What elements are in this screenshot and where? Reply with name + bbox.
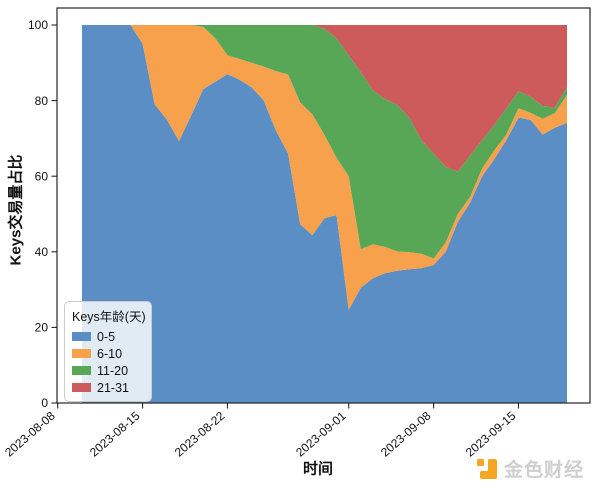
legend-title: Keys年龄(天) bbox=[72, 310, 146, 324]
logo-bar-horizontal bbox=[479, 470, 497, 479]
y-tick-label: 0 bbox=[41, 396, 48, 410]
legend-label: 6-10 bbox=[97, 346, 123, 361]
legend-swatch-21-31 bbox=[72, 383, 91, 392]
legend-item: 21-31 bbox=[72, 379, 144, 396]
area-11-20 bbox=[82, 25, 567, 259]
y-tick-label: 20 bbox=[35, 321, 49, 335]
plot-border bbox=[56, 7, 591, 404]
legend-label: 21-31 bbox=[97, 380, 129, 395]
y-tick-label: 60 bbox=[35, 169, 49, 183]
x-axis-title: 时间 bbox=[302, 460, 334, 478]
area-21-31 bbox=[82, 25, 567, 172]
x-tick-label: 2023-09-01 bbox=[293, 408, 349, 459]
watermark-text: 金色财经 bbox=[503, 460, 584, 481]
legend-item: 0-5 bbox=[72, 328, 144, 345]
legend-item: 11-20 bbox=[72, 362, 144, 379]
y-tick-label: 80 bbox=[35, 94, 49, 108]
legend-label: 11-20 bbox=[97, 363, 129, 378]
y-tick-label: 100 bbox=[28, 18, 48, 32]
legend-item: 6-10 bbox=[72, 345, 144, 362]
legend: Keys年龄(天) 0-5 6-10 11-20 21-31 bbox=[64, 301, 152, 402]
y-axis-title: Keys交易量占比 bbox=[7, 154, 25, 266]
area-0-5 bbox=[82, 25, 567, 403]
x-tick-label: 2023-08-22 bbox=[172, 408, 228, 459]
area-6-10 bbox=[82, 25, 567, 310]
watermark: 金色财经 bbox=[476, 455, 584, 482]
x-tick-label: 2023-09-08 bbox=[378, 408, 434, 459]
y-tick-label: 40 bbox=[35, 245, 49, 259]
logo-bar-vertical bbox=[487, 458, 497, 479]
legend-swatch-11-20 bbox=[72, 366, 91, 375]
x-tick-label: 2023-09-15 bbox=[463, 408, 519, 459]
jinse-finance-logo-icon bbox=[476, 458, 499, 480]
legend-label: 0-5 bbox=[97, 329, 116, 344]
logo-dot bbox=[476, 458, 484, 466]
legend-swatch-6-10 bbox=[72, 349, 91, 358]
legend-swatch-0-5 bbox=[72, 332, 91, 341]
x-tick-label: 2023-08-15 bbox=[87, 408, 143, 459]
x-tick-label: 2023-08-08 bbox=[2, 408, 58, 459]
